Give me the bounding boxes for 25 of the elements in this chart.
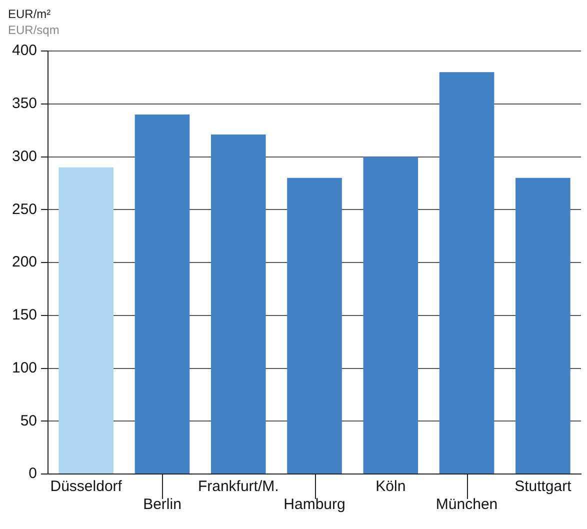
- y-tick-label: 100: [12, 359, 38, 376]
- bar: [363, 156, 418, 474]
- bar: [516, 178, 570, 474]
- bar: [439, 72, 494, 474]
- y-tick-label: 300: [12, 148, 38, 165]
- bar: [134, 114, 190, 474]
- y-tick-label: 200: [12, 254, 38, 271]
- x-tick-label: Stuttgart: [514, 478, 572, 496]
- chart-subtitle: EUR/sqm: [8, 22, 60, 38]
- x-tick-label: Düsseldorf: [50, 478, 123, 496]
- bar: [58, 167, 114, 474]
- bar: [287, 178, 342, 474]
- x-tick-label: Berlin: [143, 496, 182, 514]
- y-axis-title: EUR/m²: [8, 6, 52, 22]
- x-tick-label: München: [436, 496, 498, 514]
- bar: [210, 134, 266, 474]
- x-tick-label: Köln: [376, 478, 406, 496]
- y-tick-label: 250: [12, 200, 38, 218]
- x-tick-label: Hamburg: [284, 496, 346, 514]
- y-tick-label: 150: [12, 306, 38, 324]
- y-tick-label: 50: [20, 412, 38, 430]
- y-tick-label: 400: [12, 42, 38, 60]
- y-tick-label: 350: [12, 95, 38, 112]
- y-tick-label: 0: [28, 465, 38, 482]
- x-tick-label: Frankfurt/M.: [198, 478, 279, 496]
